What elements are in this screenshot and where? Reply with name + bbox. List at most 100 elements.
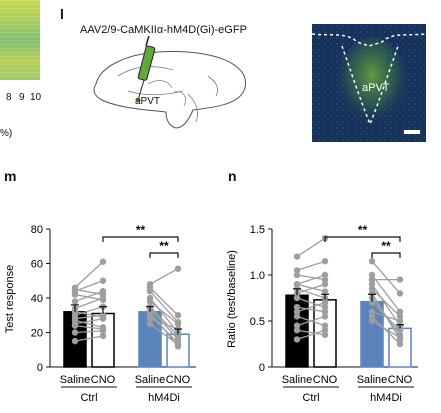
n-subject-point [321,313,329,320]
m-subject-line [149,268,179,285]
m-subject-point [99,258,107,265]
m-subject-point [99,277,107,284]
m-category-label: CNO [166,374,191,386]
m-subject-point [99,287,107,295]
m-subject-point [146,315,154,322]
n-category-label: Saline [282,374,313,386]
m-sig-label: ** [159,239,169,253]
m-subject-line [74,261,104,289]
n-subject-point [321,327,329,334]
m-subject-point [99,296,107,303]
m-subject-point [174,312,182,319]
m-subject-point [71,284,79,291]
n-subject-point [293,253,301,260]
n-subject-point [293,281,301,288]
n-subject-line [296,315,326,327]
n-subject-point [321,281,329,288]
n-subject-point [368,313,376,320]
n-subject-line [371,315,401,345]
n-subject-point [396,327,404,334]
m-subject-line [74,324,104,330]
n-subject-line [296,274,326,281]
m-sig-label: ** [136,223,146,237]
n-subject-point [293,322,301,329]
m-subject-point [99,325,107,333]
m-y-tick-label: 0 [37,362,43,374]
m-category-label: Saline [60,374,91,386]
m-sig-bracket [102,236,179,242]
n-subject-point [293,308,301,315]
n-subject-point [321,299,329,306]
n-subject-point [321,271,329,279]
n-group-label: hM4Di [370,392,402,404]
n-ylabel: Ratio (test/baseline) [226,250,238,348]
n-subject-line [296,329,326,336]
brain-schematic [93,36,246,129]
m-subject-point [174,336,182,343]
n-group-label: Ctrl [302,392,319,404]
n-subject-point [293,304,301,311]
n-subject-point [396,276,404,283]
n-subject-point [321,308,329,315]
n-subject-point [368,308,376,315]
m-ylabel: Test response [4,265,16,333]
n-subject-line [296,288,326,299]
m-subject-line [149,300,179,325]
m-subject-line [149,290,179,323]
n-subject-point [321,258,329,265]
n-subject-point [396,313,404,320]
panel-letter-m: m [4,168,17,184]
panel-letter-n: n [228,168,237,184]
n-subject-point [368,281,376,288]
n-subject-point [396,308,404,315]
m-subject-line [74,311,104,318]
n-subject-line [371,288,401,317]
n-subject-point [368,299,376,306]
m-subject-line [74,330,104,334]
n-y-tick-label: 0.5 [250,316,265,328]
m-group-label: hM4Di [148,392,180,404]
n-subject-point [293,294,301,302]
micro-region-label: aPVT [362,82,390,94]
n-subject-line [371,274,401,313]
virus-syringe [137,45,156,81]
m-subject-line [74,335,104,342]
fragment-tick: 9 [19,92,25,103]
n-sig-bracket [324,236,401,242]
n-subject-point [396,317,404,325]
n-category-label: CNO [313,374,338,386]
n-subject-point [396,334,404,341]
n-subject-point [368,271,376,279]
n-sig-label: ** [381,239,391,253]
m-subject-point [99,313,107,321]
m-y-tick-label: 60 [31,259,43,271]
panel-letter-l: l [60,6,64,22]
n-subject-line [296,283,326,293]
n-subject-point [368,276,376,283]
n-subject-point [396,340,404,348]
n-subject-point [321,304,329,311]
n-subject-point [396,290,404,297]
m-y-tick-label: 80 [31,224,43,236]
m-subject-line [149,307,179,340]
m-subject-point [174,341,182,348]
n-subject-point [368,258,376,265]
n-y-tick-label: 1.5 [250,224,265,236]
m-category-label: Saline [135,374,166,386]
n-subject-point [321,322,329,329]
n-subject-line [296,260,326,272]
m-subject-point [71,322,79,329]
n-y-tick-label: 0 [259,362,265,374]
n-subject-point [368,285,376,292]
n-subject-line [296,301,326,313]
m-subject-point [146,294,154,302]
m-subject-line [149,306,179,337]
n-subject-line [371,320,401,339]
heatmap-fragment [0,0,40,80]
m-subject-line [74,319,104,328]
n-subject-line [296,306,326,313]
m-group-label: Ctrl [80,392,97,404]
chart-n: Ratio (test/baseline) 0 0.5 1.0 1.5 ** ** Sali… [226,223,418,404]
m-category-label: CNO [91,374,116,386]
